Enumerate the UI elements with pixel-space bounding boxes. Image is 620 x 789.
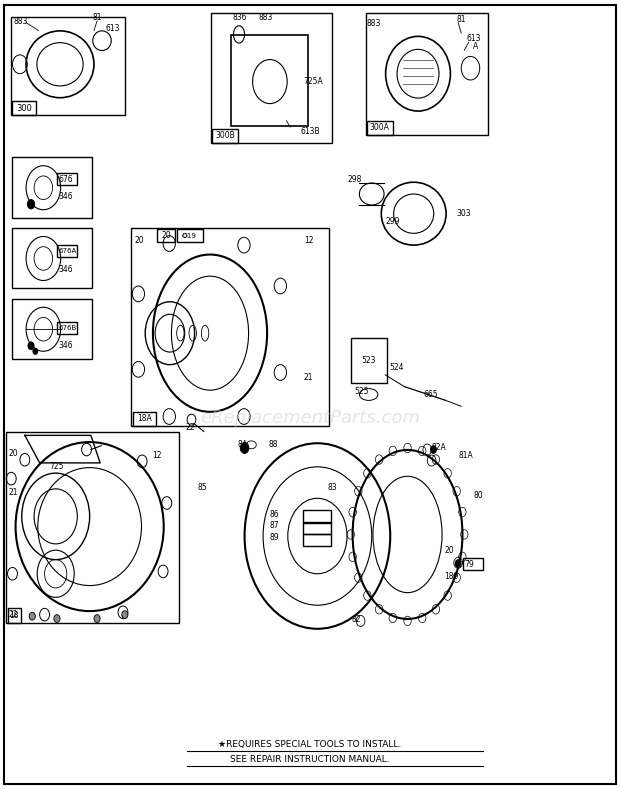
Text: 83: 83	[327, 483, 337, 492]
Text: 676B: 676B	[58, 325, 76, 331]
Text: 613B: 613B	[300, 127, 320, 136]
Text: 303: 303	[456, 209, 471, 219]
Text: 18A: 18A	[137, 414, 152, 424]
Bar	[6, 432, 179, 623]
Text: 81A: 81A	[458, 451, 473, 460]
Circle shape	[455, 559, 461, 567]
Text: 613: 613	[467, 34, 481, 43]
Bar	[303, 533, 331, 546]
Bar	[12, 298, 92, 359]
Bar	[367, 121, 392, 135]
Bar	[12, 101, 36, 115]
Text: 300B: 300B	[216, 131, 236, 140]
Text: 613: 613	[105, 24, 120, 32]
Bar	[12, 228, 92, 288]
Bar	[303, 522, 331, 534]
Text: 523: 523	[361, 356, 376, 365]
Text: 82A: 82A	[432, 443, 446, 452]
Bar	[463, 558, 483, 570]
Text: 22: 22	[9, 610, 19, 619]
Text: 299: 299	[386, 217, 401, 226]
Text: 21: 21	[9, 488, 19, 497]
Text: 82: 82	[352, 615, 361, 624]
Text: 20: 20	[445, 546, 454, 555]
Text: 22: 22	[185, 423, 195, 432]
Bar	[7, 608, 21, 623]
Bar	[57, 322, 77, 334]
Text: 81: 81	[457, 15, 466, 24]
Bar	[157, 230, 175, 242]
Text: 346: 346	[58, 192, 73, 201]
Text: 85: 85	[198, 483, 207, 492]
Circle shape	[430, 446, 436, 454]
Text: 676: 676	[58, 174, 73, 184]
Text: ★REQUIRES SPECIAL TOOLS TO INSTALL.: ★REQUIRES SPECIAL TOOLS TO INSTALL.	[218, 740, 402, 749]
Text: 525: 525	[355, 387, 369, 396]
Text: 81: 81	[93, 13, 102, 22]
Bar	[351, 338, 386, 383]
Text: 665: 665	[423, 390, 438, 399]
Text: 80: 80	[474, 491, 483, 499]
Text: 725: 725	[50, 462, 64, 471]
Circle shape	[33, 348, 38, 354]
Text: 89: 89	[269, 533, 279, 542]
Text: 676A: 676A	[58, 249, 76, 254]
Text: 12: 12	[153, 451, 162, 459]
Circle shape	[241, 443, 249, 454]
Text: 346: 346	[58, 342, 73, 350]
Text: 88: 88	[268, 440, 278, 449]
Text: eReplacementParts.com: eReplacementParts.com	[200, 409, 420, 427]
Text: A: A	[473, 43, 478, 51]
Text: 79: 79	[464, 560, 474, 569]
Text: 87: 87	[269, 522, 279, 530]
Bar	[133, 412, 156, 426]
Text: 524: 524	[389, 363, 404, 372]
Text: 18: 18	[9, 611, 19, 620]
Text: 20: 20	[135, 236, 144, 245]
Text: 21: 21	[304, 372, 313, 382]
Text: 298: 298	[348, 175, 362, 185]
Text: 883: 883	[258, 13, 273, 22]
Circle shape	[122, 611, 128, 619]
Bar	[131, 228, 329, 426]
Bar	[211, 13, 332, 143]
Circle shape	[28, 342, 34, 350]
Circle shape	[94, 615, 100, 623]
Bar	[303, 510, 331, 522]
Bar	[12, 157, 92, 218]
Text: ✪19: ✪19	[182, 233, 197, 239]
Text: 883: 883	[367, 19, 381, 28]
Text: 346: 346	[58, 265, 73, 274]
Bar	[57, 173, 77, 185]
Text: 836: 836	[233, 13, 247, 22]
Text: 86: 86	[269, 510, 279, 518]
Text: 84: 84	[237, 440, 247, 449]
Text: 20: 20	[161, 231, 171, 240]
Circle shape	[54, 615, 60, 623]
Bar	[11, 17, 125, 115]
Text: 300: 300	[16, 104, 32, 113]
Text: 883: 883	[14, 17, 28, 25]
Bar	[57, 245, 77, 257]
Bar	[366, 13, 488, 135]
Text: 725A: 725A	[304, 77, 324, 86]
Text: 20: 20	[9, 449, 19, 458]
Bar	[213, 129, 239, 143]
Bar	[177, 230, 203, 242]
Text: 12: 12	[304, 236, 313, 245]
Text: 300A: 300A	[370, 123, 390, 133]
Bar	[231, 36, 308, 125]
Circle shape	[27, 200, 35, 209]
Text: SEE REPAIR INSTRUCTION MANUAL.: SEE REPAIR INSTRUCTION MANUAL.	[230, 755, 390, 764]
Text: 189: 189	[445, 572, 459, 581]
Circle shape	[29, 612, 35, 620]
